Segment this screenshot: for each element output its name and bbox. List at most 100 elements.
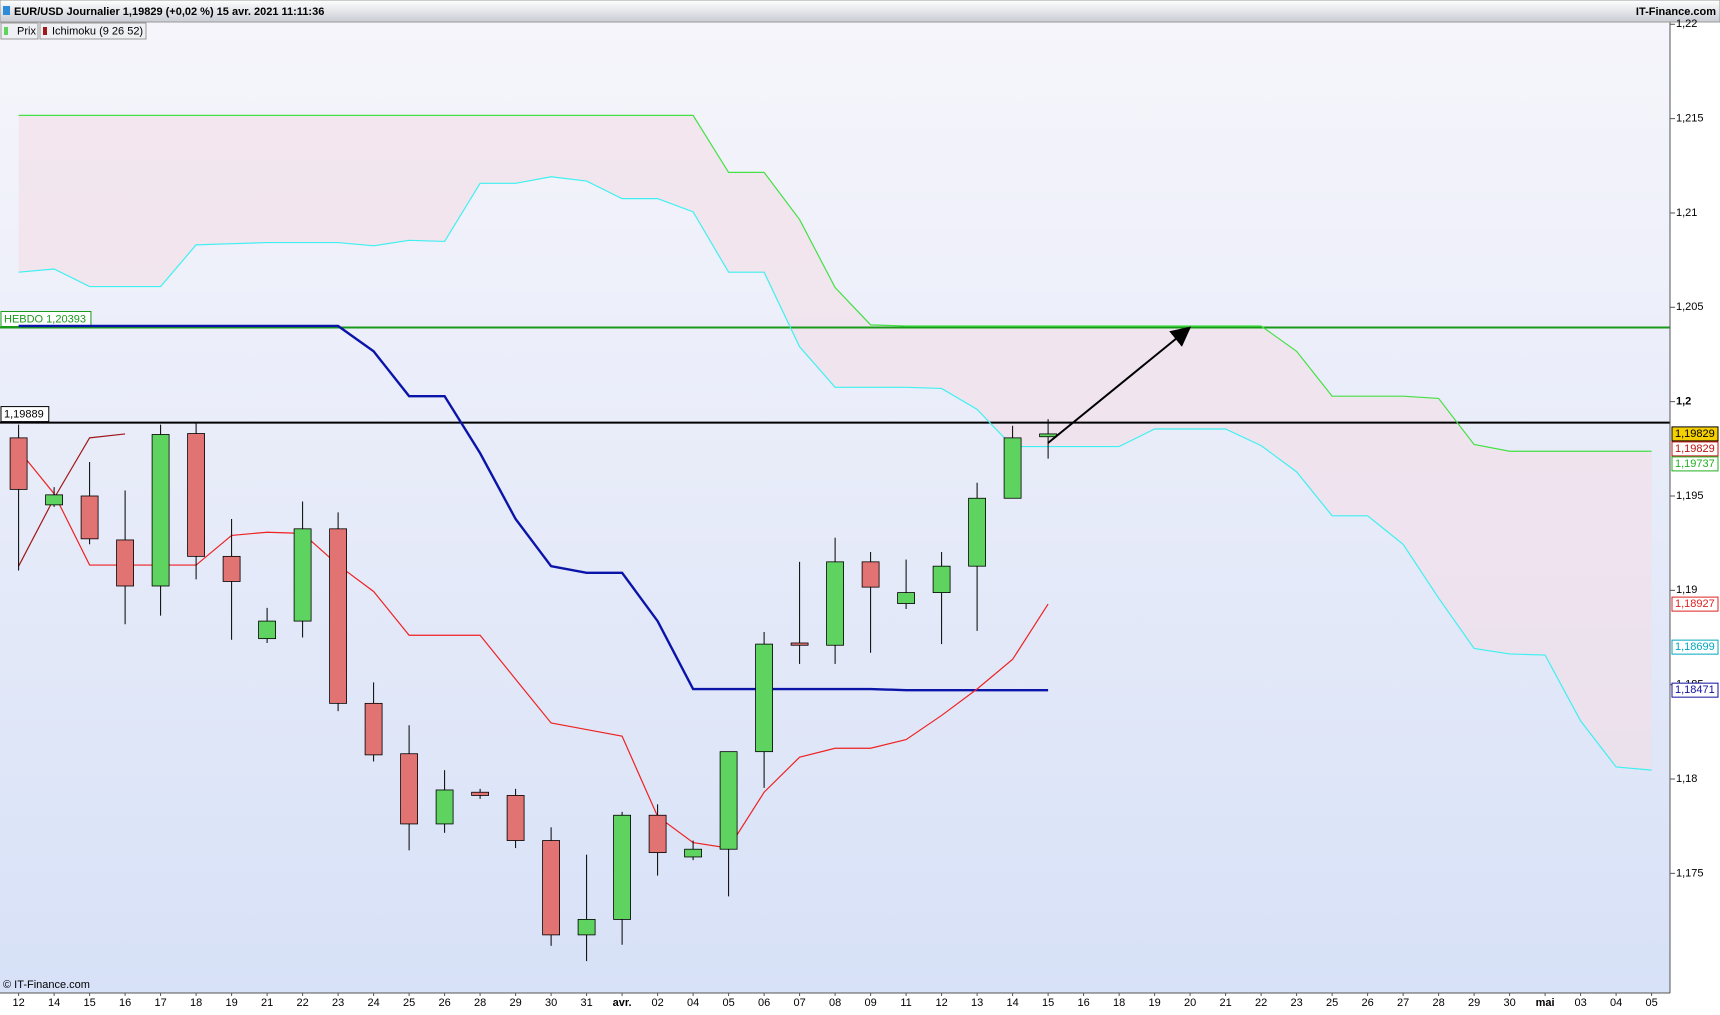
x-tick-label: 06 [758, 997, 770, 1009]
y-tick-label: 1,2 [1676, 396, 1691, 408]
candle-body [80, 495, 99, 540]
candle-body [755, 643, 773, 753]
x-tick-label: 04 [687, 997, 699, 1009]
candle-body [435, 789, 454, 825]
y-tick-label: 1,19 [1676, 584, 1697, 596]
x-tick-label: 12 [12, 997, 24, 1009]
header-icon [3, 6, 10, 15]
candle-body [506, 795, 525, 841]
legend-item[interactable]: Prix [17, 25, 36, 37]
y-tick-label: 1,175 [1676, 867, 1704, 879]
candle-body [613, 814, 631, 920]
x-tick-label: 28 [1432, 997, 1444, 1009]
horizontal-line-label: HEBDO 1,20393 [4, 313, 86, 325]
x-tick-label: 09 [864, 997, 876, 1009]
candle-body [293, 528, 312, 622]
x-tick-label: mai [1536, 997, 1555, 1009]
candle-body [9, 437, 28, 490]
candle-body [932, 565, 951, 593]
header-source: IT-Finance.com [1636, 6, 1716, 18]
price-label: 1,18927 [1675, 598, 1715, 610]
header-bar [0, 0, 1720, 23]
x-tick-label: 17 [154, 997, 166, 1009]
price-label-box [1671, 426, 1719, 442]
candle-body [790, 642, 809, 646]
y-tick-label: 1,22 [1676, 18, 1697, 30]
x-tick-label: 23 [332, 997, 344, 1009]
price-label-box [1671, 596, 1719, 612]
x-tick-label: 28 [474, 997, 486, 1009]
x-tick-label: 31 [580, 997, 592, 1009]
x-tick-label: 05 [722, 997, 734, 1009]
x-tick-label: 16 [1077, 997, 1089, 1009]
x-tick-label: avr. [613, 997, 632, 1009]
x-tick-label: 19 [1148, 997, 1160, 1009]
x-tick-label: 22 [1255, 997, 1267, 1009]
price-label: 1,19737 [1675, 458, 1715, 470]
x-tick-label: 02 [651, 997, 663, 1009]
footer: © IT-Finance.com [3, 979, 90, 991]
x-tick-label: 14 [1006, 997, 1018, 1009]
candle-body [968, 497, 986, 567]
header-title: EUR/USD Journalier 1,19829 (+0,02 %) 15 … [14, 6, 324, 18]
price-label-box [1671, 682, 1719, 698]
price-label-box [1671, 441, 1719, 457]
candle-body [577, 919, 596, 936]
x-tick-label: 07 [793, 997, 805, 1009]
horizontal-line-label: 1,19889 [4, 408, 44, 420]
x-tick-label: 11 [900, 997, 911, 1009]
y-tick-label: 1,18 [1676, 773, 1697, 785]
candle-body [826, 561, 844, 646]
candle-body [329, 528, 348, 704]
x-tick-label: 16 [119, 997, 131, 1009]
candle-body [258, 620, 277, 640]
x-tick-label: 04 [1610, 997, 1622, 1009]
x-tick-label: 18 [190, 997, 202, 1009]
plot: HEBDO 1,20393 1,19889 [0, 114, 1670, 962]
x-tick-label: 26 [1361, 997, 1373, 1009]
x-tick-label: 19 [225, 997, 237, 1009]
ichimoku-line [18, 324, 1049, 692]
candle-body [861, 561, 880, 588]
price-label-box [1671, 456, 1719, 472]
x-tick-label: 25 [1326, 997, 1338, 1009]
cloud [18, 115, 1652, 771]
arrow [1047, 326, 1192, 444]
candle-body [471, 791, 490, 796]
candle-body [684, 848, 702, 858]
candle-body [542, 840, 560, 936]
x-tick-label: 05 [1645, 997, 1657, 1009]
price-label: 1,18699 [1675, 641, 1715, 653]
candle-body [1039, 433, 1057, 438]
y-tick-label: 1,21 [1676, 207, 1697, 219]
x-tick-label: 26 [438, 997, 450, 1009]
ichimoku-line [18, 176, 1652, 771]
x-tick-label: 30 [1503, 997, 1515, 1009]
x-tick-label: 30 [545, 997, 557, 1009]
candle-body [897, 592, 915, 604]
x-tick-label: 29 [509, 997, 521, 1009]
candle-body [187, 433, 206, 557]
x-tick-label: 27 [1397, 997, 1409, 1009]
ichimoku-line [18, 449, 1049, 849]
x-tick-label: 15 [1042, 997, 1054, 1009]
y-tick-label: 1,205 [1676, 301, 1704, 313]
label-box [0, 406, 50, 423]
legend-box[interactable] [0, 22, 39, 40]
ichimoku-line [18, 433, 126, 567]
legend-box[interactable] [39, 22, 147, 40]
x-tick-label: 22 [296, 997, 308, 1009]
x-tick-label: 24 [367, 997, 379, 1009]
candle-body [719, 751, 738, 850]
price-label-box [1671, 639, 1719, 655]
legend-item[interactable]: Ichimoku (9 26 52) [52, 25, 143, 37]
candle-body [45, 494, 63, 506]
x-tick-label: 25 [403, 997, 415, 1009]
x-tick-label: 20 [1184, 997, 1196, 1009]
legend-icon [43, 27, 47, 35]
x-tick-label: 21 [261, 997, 273, 1009]
x-tick-label: 14 [48, 997, 60, 1009]
price-label: 1,18471 [1675, 684, 1715, 696]
candle-body [151, 434, 170, 587]
